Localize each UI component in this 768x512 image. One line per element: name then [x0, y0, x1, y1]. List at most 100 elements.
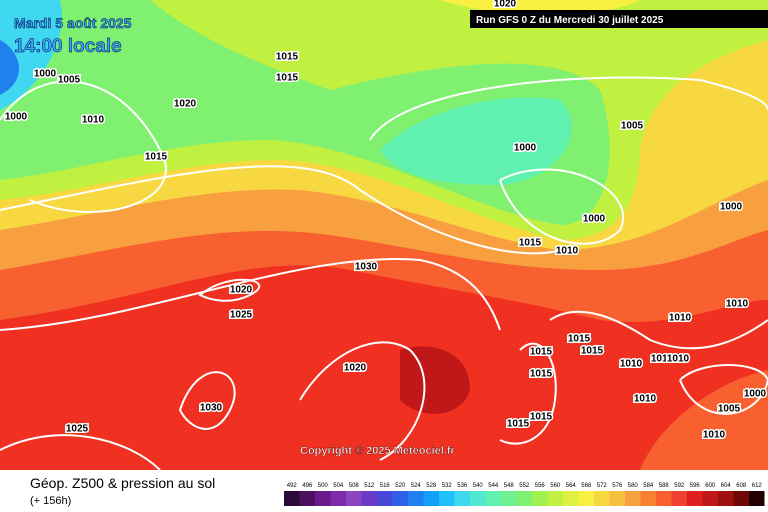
colorbar-swatch: [315, 491, 331, 506]
isobar-label: 1025: [230, 310, 253, 321]
colorbar-swatch: [346, 491, 362, 506]
colorbar-swatch: [408, 491, 424, 506]
colorbar-label: 504: [333, 483, 344, 489]
colorbar-swatch: [640, 491, 656, 506]
isobar-label: 1005: [718, 404, 741, 415]
colorbar-swatch: [330, 491, 346, 506]
colorbar-label: 512: [364, 483, 375, 489]
isobar-label: 1000: [514, 143, 537, 154]
colorbar-swatch: [516, 491, 532, 506]
isobar-label: 1030: [200, 403, 223, 414]
isobar-label: 1000: [34, 69, 57, 80]
isobar-label: 1015: [276, 52, 299, 63]
isobar-label: 1015: [507, 419, 530, 430]
colorbar-swatch: [749, 491, 765, 506]
colorbar-label: 564: [566, 483, 577, 489]
isobar-label: 1010: [667, 354, 690, 365]
colorbar-label: 496: [302, 483, 313, 489]
isobar-label: 1005: [58, 75, 81, 86]
isobar-label: 1015: [530, 347, 553, 358]
colorbar-swatch: [299, 491, 315, 506]
isobar-label: 1000: [744, 389, 767, 400]
colorbar-label: 548: [504, 483, 515, 489]
isobar-label: 1010: [669, 313, 692, 324]
colorbar-label: 516: [380, 483, 391, 489]
isobar-label: 1020: [174, 99, 197, 110]
colorbar-label: 608: [736, 483, 747, 489]
copyright: Copyright © 2025 Meteociel.fr: [300, 445, 456, 457]
colorbar-swatch: [702, 491, 718, 506]
colorbar-label: 560: [550, 483, 561, 489]
run-info: Run GFS 0 Z du Mercredi 30 juillet 2025: [476, 15, 664, 26]
isobar-label: 1005: [621, 121, 644, 132]
time: 14:00 locale: [14, 36, 122, 57]
colorbar-swatch: [377, 491, 393, 506]
colorbar-swatch: [671, 491, 687, 506]
isobar-label: 1010: [651, 354, 674, 365]
footer-subtitle: (+ 156h): [30, 495, 71, 507]
colorbar-swatch: [733, 491, 749, 506]
isobar-label: 1010: [82, 115, 105, 126]
colorbar-swatch: [563, 491, 579, 506]
isobar-label: 1000: [5, 112, 28, 123]
colorbar-label: 612: [752, 483, 763, 489]
colorbar-label: 576: [612, 483, 623, 489]
colorbar: 492 496 500 504 508 512 516 520 524 528 532 536 540 5…: [284, 483, 765, 506]
isobar-label: 1000: [583, 214, 606, 225]
isobar-label: 1010: [620, 359, 643, 370]
colorbar-label: 536: [457, 483, 468, 489]
colorbar-swatch: [392, 491, 408, 506]
colorbar-swatch: [501, 491, 517, 506]
colorbar-swatch: [485, 491, 501, 506]
colorbar-label: 532: [442, 483, 453, 489]
colorbar-swatch: [454, 491, 470, 506]
colorbar-label: 544: [488, 483, 499, 489]
colorbar-swatch: [594, 491, 610, 506]
colorbar-label: 580: [628, 483, 639, 489]
date: Mardi 5 août 2025: [14, 15, 132, 31]
colorbar-label: 596: [690, 483, 701, 489]
isobar-label: 1010: [634, 394, 657, 405]
colorbar-label: 520: [395, 483, 406, 489]
isobar-label: 1015: [519, 238, 542, 249]
colorbar-swatch: [284, 491, 300, 506]
colorbar-swatch: [547, 491, 563, 506]
colorbar-swatch: [625, 491, 641, 506]
footer-title: Géop. Z500 & pression au sol: [30, 475, 215, 491]
colorbar-label: 556: [535, 483, 546, 489]
colorbar-label: 568: [581, 483, 592, 489]
colorbar-swatch: [718, 491, 734, 506]
colorbar-swatch: [470, 491, 486, 506]
colorbar-label: 600: [705, 483, 716, 489]
colorbar-label: 540: [473, 483, 484, 489]
isobar-label: 1010: [556, 246, 579, 257]
colorbar-label: 492: [287, 483, 298, 489]
colorbar-label: 508: [349, 483, 360, 489]
colorbar-swatch: [423, 491, 439, 506]
isobar-label: 1015: [145, 152, 168, 163]
colorbar-swatch: [609, 491, 625, 506]
colorbar-label: 524: [411, 483, 422, 489]
colorbar-label: 592: [674, 483, 685, 489]
colorbar-label: 528: [426, 483, 437, 489]
isobar-label: 1015: [581, 346, 604, 357]
run-banner: [470, 10, 768, 28]
colorbar-swatch: [532, 491, 548, 506]
isobar-label: 1020: [344, 363, 367, 374]
isobar-label: 1015: [530, 369, 553, 380]
colorbar-label: 588: [659, 483, 670, 489]
colorbar-swatch: [687, 491, 703, 506]
colorbar-swatch: [361, 491, 377, 506]
isobar-label: 1015: [530, 412, 553, 423]
colorbar-swatch: [656, 491, 672, 506]
isobar-label: 1020: [494, 0, 517, 10]
isobar-label: 1015: [568, 334, 591, 345]
colorbar-label: 584: [643, 483, 654, 489]
isobar-label: 1025: [66, 424, 89, 435]
isobar-label: 1010: [703, 430, 726, 441]
colorbar-swatch: [439, 491, 455, 506]
isobar-label: 1030: [355, 262, 378, 273]
isobar-label: 1015: [276, 73, 299, 84]
